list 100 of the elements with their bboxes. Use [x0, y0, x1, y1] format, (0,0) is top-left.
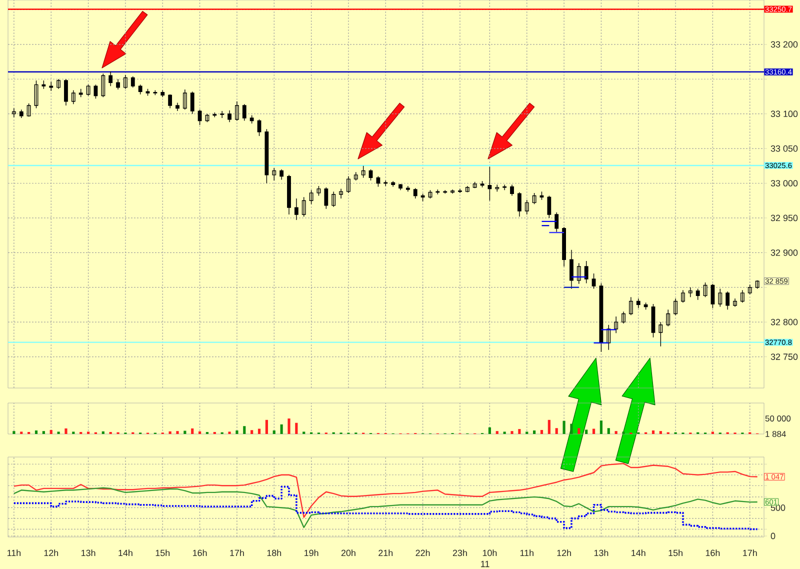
- x-tick-label: 16h: [192, 550, 207, 556]
- bar: [191, 428, 194, 434]
- candlestick: [220, 110, 224, 118]
- y-tick-label: 33 200: [770, 41, 798, 48]
- candlestick: [554, 212, 559, 232]
- bar: [64, 428, 68, 434]
- bar: [168, 431, 172, 434]
- x-tick-label: 21h: [378, 550, 393, 556]
- candlestick: [264, 128, 269, 184]
- bar: [42, 431, 45, 434]
- candlestick: [688, 287, 692, 298]
- candlestick: [629, 296, 633, 316]
- bar: [57, 432, 60, 434]
- candlestick: [130, 76, 135, 88]
- x-tick-label: 14h: [118, 550, 132, 556]
- candlestick: [391, 180, 396, 188]
- candlestick: [436, 189, 440, 195]
- candlestick: [570, 250, 574, 290]
- candlestick: [576, 262, 581, 284]
- bar: [295, 422, 298, 434]
- bar: [243, 426, 246, 434]
- bar: [614, 431, 618, 434]
- y-tick-label: 32 750: [770, 354, 798, 360]
- x-tick-label: 13h: [594, 550, 608, 556]
- candlestick: [49, 82, 54, 92]
- x-tick-label: 12h: [44, 550, 58, 556]
- candlestick: [361, 166, 366, 178]
- bar: [12, 431, 16, 434]
- candlestick: [294, 198, 298, 220]
- bar: [496, 431, 498, 434]
- bar: [20, 432, 23, 434]
- x-tick-label: 15h: [668, 550, 682, 556]
- y-tick-label: 32 900: [770, 249, 798, 256]
- candlestick: [524, 200, 529, 215]
- bar: [488, 427, 492, 434]
- candlestick: [116, 78, 120, 90]
- candlestick: [324, 187, 328, 210]
- candlestick: [420, 193, 425, 202]
- candlestick: [740, 290, 744, 303]
- x-tick-label: 17h: [743, 550, 757, 556]
- candlestick: [316, 186, 321, 196]
- candlestick: [302, 196, 306, 217]
- bar: [272, 430, 276, 434]
- bar: [72, 432, 75, 434]
- x-tick-label: 14h: [632, 550, 646, 556]
- candlestick: [584, 260, 588, 284]
- candlestick: [592, 273, 596, 290]
- x-tick-label: 11h: [520, 550, 534, 556]
- text: 1 884: [766, 431, 786, 437]
- candlestick: [755, 280, 760, 290]
- x-tick-label: 17h: [230, 550, 244, 556]
- x-tick-label: 19h: [304, 550, 318, 556]
- bar: [86, 432, 90, 434]
- candlestick: [228, 110, 232, 123]
- candlestick: [502, 184, 507, 191]
- y-tick-label: 32 950: [770, 214, 798, 222]
- x-tick-label: 10h: [482, 550, 497, 556]
- candlestick: [138, 84, 142, 95]
- bar: [540, 430, 544, 434]
- x-tick-label: 11h: [7, 550, 21, 556]
- candlestick: [346, 176, 350, 194]
- candlestick: [540, 191, 544, 200]
- bar: [518, 429, 521, 434]
- candlestick: [242, 104, 246, 122]
- bar: [236, 430, 238, 434]
- y-tick-label: 33 100: [770, 110, 798, 118]
- candlestick: [658, 322, 663, 347]
- bar: [288, 418, 290, 434]
- candlestick: [488, 166, 492, 201]
- candlestick: [547, 195, 552, 218]
- candlestick: [153, 90, 158, 96]
- bar: [213, 432, 216, 434]
- candlestick: [354, 172, 358, 181]
- candlestick: [718, 288, 722, 308]
- bar: [250, 430, 254, 434]
- bar: [585, 430, 588, 434]
- candlestick: [339, 188, 343, 199]
- y-tick-label: 0: [770, 532, 776, 540]
- bar: [711, 432, 714, 434]
- candlestick: [280, 169, 284, 180]
- bar: [510, 431, 514, 434]
- bar: [176, 431, 179, 434]
- candlestick: [681, 290, 685, 303]
- bar: [548, 420, 550, 434]
- bar: [198, 431, 202, 434]
- bar: [526, 432, 528, 434]
- candlestick: [108, 71, 113, 86]
- candlestick: [465, 186, 470, 193]
- bar: [555, 428, 558, 434]
- candlestick: [376, 176, 380, 188]
- candlestick: [450, 189, 454, 194]
- bar: [302, 432, 306, 434]
- candlestick: [176, 102, 180, 112]
- bar: [607, 428, 610, 434]
- bar: [228, 432, 231, 434]
- text: 50 000: [765, 416, 791, 422]
- candlestick: [622, 311, 626, 324]
- bar: [102, 431, 104, 434]
- candlestick: [458, 188, 462, 194]
- bar: [659, 431, 662, 434]
